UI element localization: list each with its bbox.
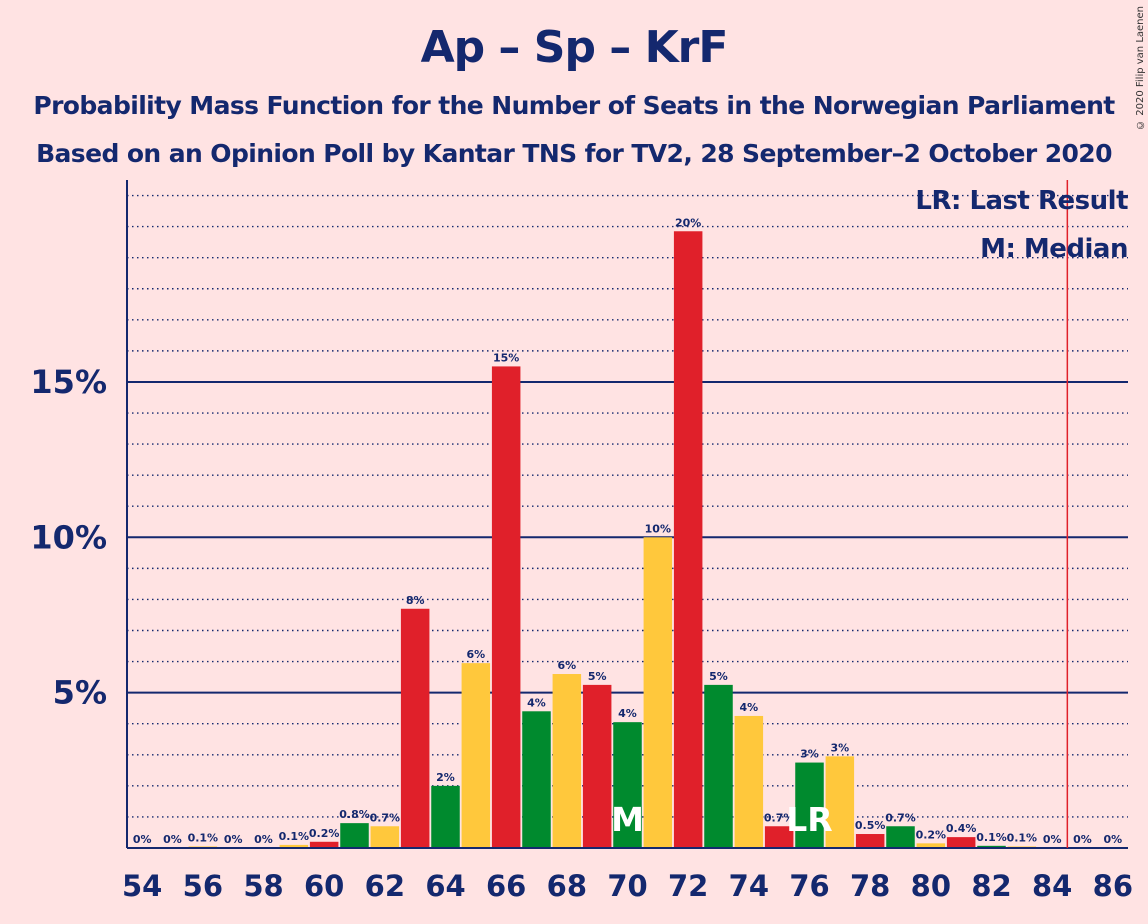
bar-label-79: 0.7% <box>885 811 916 824</box>
bar-label-60: 0.2% <box>309 827 340 840</box>
bar-label-56: 0.1% <box>188 831 219 844</box>
bar-label-76: 3% <box>800 748 819 761</box>
bar-label-54: 0% <box>133 833 152 846</box>
x-tick-84: 84 <box>1032 869 1072 903</box>
x-tick-54: 54 <box>122 869 162 903</box>
bar-77 <box>825 756 855 848</box>
axes <box>126 180 1128 849</box>
bar-label-77: 3% <box>830 741 849 754</box>
y-tick-labels: 5% 10% 15% <box>30 363 107 712</box>
y-tick-5: 5% <box>53 674 107 712</box>
median-mark: M <box>611 800 644 839</box>
bar-label-65: 6% <box>466 648 485 661</box>
bar-76 <box>795 762 824 848</box>
bar-label-74: 4% <box>739 701 758 714</box>
bar-label-80: 0.2% <box>916 828 947 841</box>
y-tick-10: 10% <box>30 518 107 556</box>
bar-label-59: 0.1% <box>279 830 310 843</box>
chart-title: Ap – Sp – KrF <box>420 22 729 73</box>
major-gridlines <box>127 380 1128 694</box>
x-tick-60: 60 <box>304 869 344 903</box>
bar-label-68: 6% <box>557 659 576 672</box>
bar-79 <box>886 826 915 848</box>
bar-label-61: 0.8% <box>339 808 370 821</box>
bar-67 <box>522 711 551 848</box>
legend-last-result: LR: Last Result <box>915 186 1128 216</box>
bar-label-75: 0.7% <box>764 811 795 824</box>
bar-61 <box>340 823 369 848</box>
bar-label-71: 10% <box>645 522 671 535</box>
legend-median: M: Median <box>980 234 1128 264</box>
bar-label-83: 0.1% <box>1007 831 1038 844</box>
bar-label-62: 0.7% <box>370 811 401 824</box>
bar-label-73: 5% <box>709 670 728 683</box>
bar-label-55: 0% <box>163 833 182 846</box>
bar-69 <box>582 684 612 848</box>
bar-label-67: 4% <box>527 696 546 709</box>
x-tick-72: 72 <box>668 869 708 903</box>
x-tick-62: 62 <box>365 869 405 903</box>
bar-74 <box>734 715 764 848</box>
x-tick-58: 58 <box>243 869 283 903</box>
bar-60 <box>309 841 339 848</box>
bar-label-63: 8% <box>406 594 425 607</box>
y-tick-15: 15% <box>30 363 107 401</box>
bar-label-81: 0.4% <box>946 822 977 835</box>
bar-label-58: 0% <box>254 833 273 846</box>
x-tick-64: 64 <box>425 869 465 903</box>
bar-label-64: 2% <box>436 771 455 784</box>
bar-label-84: 0% <box>1043 833 1062 846</box>
x-tick-66: 66 <box>486 869 526 903</box>
bar-70 <box>613 722 642 848</box>
x-tick-76: 76 <box>789 869 829 903</box>
x-tick-74: 74 <box>729 869 769 903</box>
bar-72 <box>673 231 703 848</box>
bar-66 <box>491 366 521 848</box>
x-tick-82: 82 <box>971 869 1011 903</box>
chart-subtitle-1: Probability Mass Function for the Number… <box>33 91 1115 120</box>
bar-63 <box>400 608 430 848</box>
x-tick-80: 80 <box>911 869 951 903</box>
x-tick-56: 56 <box>183 869 223 903</box>
bar-label-70: 4% <box>618 707 637 720</box>
bar-81 <box>946 837 976 848</box>
bar-marks: M LR <box>611 800 833 839</box>
bar-82 <box>977 845 1006 848</box>
bar-78 <box>855 834 885 848</box>
bar-68 <box>552 674 582 848</box>
x-tick-70: 70 <box>607 869 647 903</box>
bar-label-57: 0% <box>224 833 243 846</box>
bar-75 <box>764 826 794 848</box>
bar-71 <box>643 537 673 848</box>
last-result-mark: LR <box>786 800 832 839</box>
bar-80 <box>916 843 946 848</box>
x-tick-labels: 54 56 58 60 62 64 66 68 70 72 74 76 78 80 82 84 86 <box>122 869 1133 903</box>
bar-59 <box>279 844 309 848</box>
bars <box>188 231 1037 848</box>
x-tick-86: 86 <box>1093 869 1133 903</box>
bar-label-86: 0% <box>1103 833 1122 846</box>
chart-subtitle-2: Based on an Opinion Poll by Kantar TNS f… <box>36 139 1112 168</box>
bar-labels: 0% 0% 0.1% 0% 0% 0.1% 0.2%0.8% 0.7%8%2%6%15%4%6… <box>133 216 1122 846</box>
bar-label-85: 0% <box>1073 833 1092 846</box>
x-tick-68: 68 <box>547 869 587 903</box>
bar-62 <box>370 826 400 848</box>
bar-label-78: 0.5% <box>855 819 886 832</box>
bar-label-72: 20% <box>675 216 701 229</box>
x-tick-78: 78 <box>850 869 890 903</box>
bar-label-66: 15% <box>493 351 519 364</box>
bar-label-69: 5% <box>588 670 607 683</box>
bar-73 <box>704 684 733 848</box>
bar-label-82: 0.1% <box>976 831 1007 844</box>
bar-65 <box>461 663 491 848</box>
bar-64 <box>431 785 460 848</box>
